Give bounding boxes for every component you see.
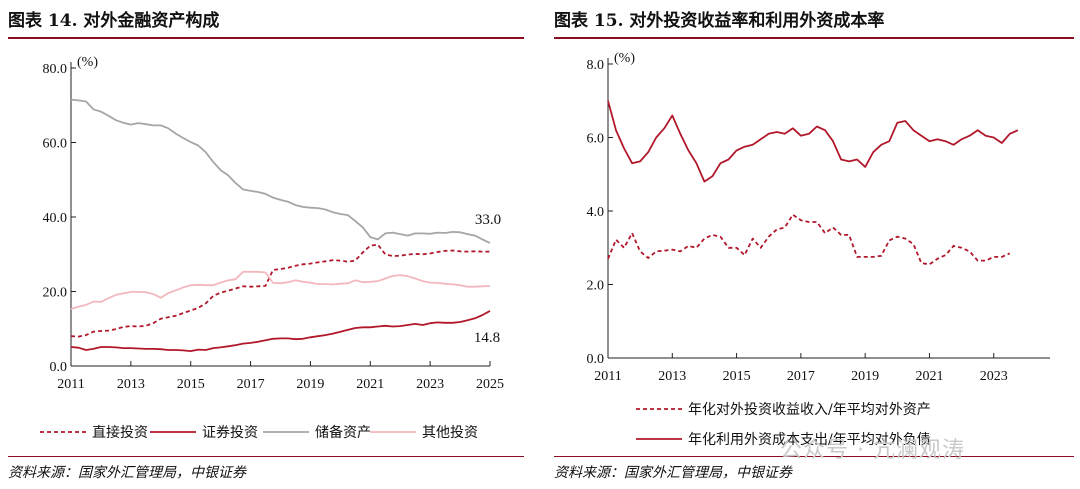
- series-line-2: [607, 100, 1019, 183]
- x-tick-label: 2011: [594, 369, 621, 384]
- x-tick-label: 2023: [980, 369, 1008, 384]
- y-tick-label: 60.0: [43, 137, 68, 152]
- x-tick-label: 2021: [356, 377, 384, 392]
- y-unit-label: (%): [77, 55, 98, 70]
- series-line-1: [607, 213, 1011, 266]
- source-divider: [554, 456, 1074, 457]
- data-label: 33.0: [475, 212, 501, 228]
- x-tick-label: 2013: [658, 369, 686, 384]
- x-tick-label: 2015: [723, 369, 751, 384]
- legend-label: 其他投资: [422, 425, 478, 441]
- y-tick-label: 80.0: [43, 62, 68, 77]
- x-tick-label: 2019: [851, 369, 879, 384]
- y-unit-label: (%): [614, 51, 635, 66]
- source-divider: [8, 456, 524, 457]
- x-tick-label: 2019: [296, 377, 324, 392]
- series-line-4: [70, 270, 491, 310]
- legend-label: 储备资产: [315, 424, 371, 441]
- chart-title: 图表 15. 对外投资收益率和利用外资成本率: [554, 11, 885, 31]
- x-tick-label: 2025: [476, 377, 504, 392]
- x-tick-label: 2015: [177, 377, 205, 392]
- x-tick-label: 2023: [416, 377, 444, 392]
- x-tick-label: 2013: [117, 377, 145, 392]
- series-line-3: [70, 98, 491, 244]
- data-label: 14.8: [474, 330, 500, 346]
- series-line-2: [70, 310, 491, 352]
- legend-label: 年化利用外资成本支出/年平均对外负债: [688, 432, 931, 448]
- y-tick-label: 40.0: [43, 211, 68, 226]
- y-tick-label: 0.0: [587, 352, 605, 367]
- y-tick-label: 20.0: [43, 286, 68, 301]
- source-note: 资料来源：国家外汇管理局，中银证券: [554, 465, 792, 481]
- y-tick-label: 2.0: [587, 279, 605, 294]
- source-note: 资料来源：国家外汇管理局，中银证券: [8, 465, 246, 481]
- y-tick-label: 8.0: [587, 58, 605, 73]
- chart-panel-external-financial-assets: 图表 14. 对外金融资产构成 0.0 20.0 40.0 60.0 80.0 (%) 20…: [0, 0, 530, 489]
- x-tick-label: 2017: [237, 377, 265, 392]
- y-tick-label: 6.0: [587, 132, 605, 147]
- legend-label: 直接投资: [92, 424, 148, 441]
- y-tick-label: 4.0: [587, 205, 605, 220]
- chart-title: 图表 14. 对外金融资产构成: [8, 11, 220, 31]
- x-tick-label: 2017: [787, 369, 815, 384]
- watermark: 公众号 · 亢澜观涛: [780, 438, 965, 463]
- legend-label: 年化对外投资收益收入/年平均对外资产: [688, 402, 931, 418]
- y-tick-label: 0.0: [50, 360, 68, 375]
- chart-svg-left: 0.0 20.0 40.0 60.0 80.0 (%) 2011 2013 2015 2017 20…: [40, 55, 504, 441]
- chart-svg-right: 0.0 2.0 4.0 6.0 8.0 (%) 2011 2013 2015 2017 2019 20…: [587, 51, 1050, 448]
- x-tick-label: 2011: [57, 377, 84, 392]
- x-tick-label: 2021: [915, 369, 943, 384]
- series-line-1: [70, 243, 490, 338]
- legend-label: 证券投资: [202, 425, 258, 441]
- title-divider: [8, 37, 524, 39]
- chart-panel-investment-yield-and-cost: 图表 15. 对外投资收益率和利用外资成本率 0.0 2.0 4.0 6.0 8.0 (%…: [546, 0, 1080, 489]
- title-divider: [554, 37, 1074, 39]
